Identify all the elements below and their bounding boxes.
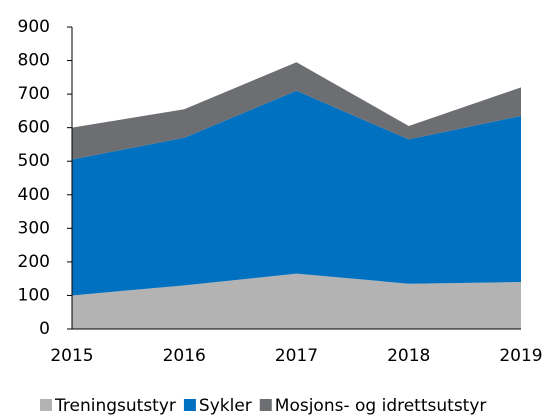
x-tick-label: 2016 bbox=[163, 346, 206, 366]
y-tick-label: 900 bbox=[18, 17, 50, 37]
legend-swatch bbox=[40, 399, 52, 411]
y-tick-label: 300 bbox=[18, 218, 50, 238]
legend-swatch bbox=[259, 399, 272, 411]
area bbox=[72, 90, 521, 296]
y-tick-label: 0 bbox=[39, 319, 50, 339]
x-tick-label: 2019 bbox=[499, 346, 542, 366]
y-tick-label: 200 bbox=[18, 252, 50, 272]
x-tick-label: 2015 bbox=[50, 346, 93, 366]
x-tick-label: 2017 bbox=[275, 346, 318, 366]
y-tick-label: 400 bbox=[18, 185, 50, 205]
y-tick-label: 700 bbox=[18, 84, 50, 104]
area bbox=[72, 273, 521, 329]
y-tick-label: 600 bbox=[18, 118, 50, 138]
x-tick-label: 2018 bbox=[387, 346, 430, 366]
y-tick-label: 800 bbox=[18, 51, 50, 71]
legend-label: Mosjons- og idrettsutstyr bbox=[275, 396, 487, 416]
y-tick-label: 100 bbox=[18, 285, 50, 305]
legend-label: Treningsutstyr bbox=[54, 396, 176, 416]
area bbox=[72, 62, 521, 160]
legend-label: Sykler bbox=[199, 396, 252, 416]
legend-swatch bbox=[183, 399, 196, 411]
y-tick-label: 500 bbox=[18, 151, 50, 171]
